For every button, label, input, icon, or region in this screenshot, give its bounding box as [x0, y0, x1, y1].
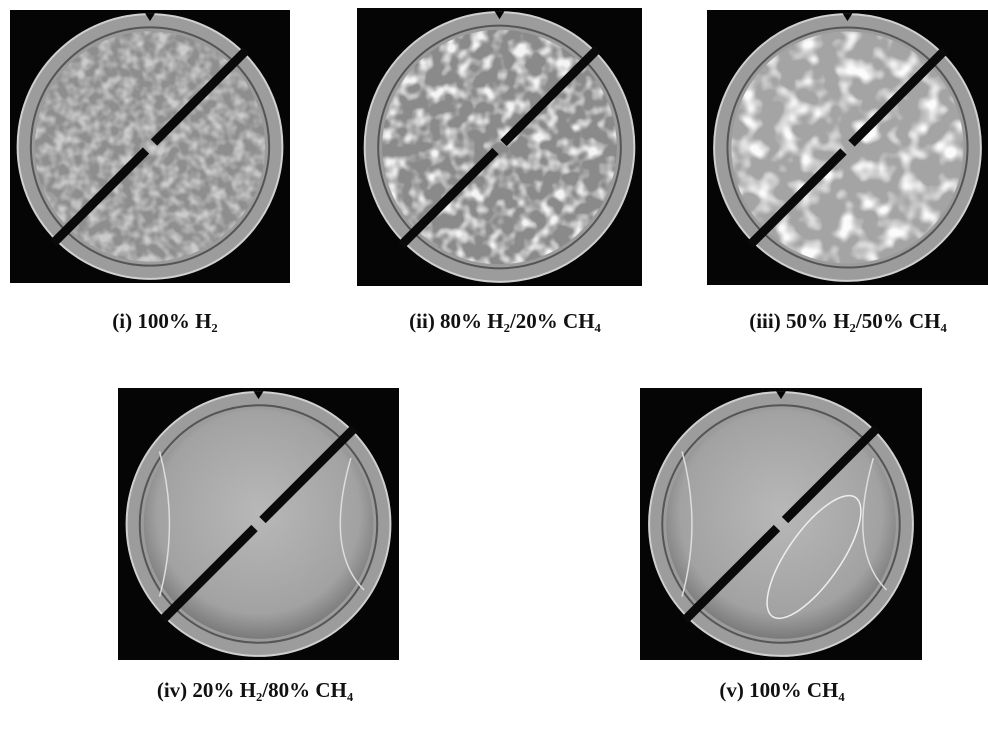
caption: (v) 100% CH₄: [719, 678, 845, 702]
panels: [10, 8, 988, 660]
photo: [10, 10, 290, 283]
caption: (ii) 80% H₂/20% CH₄: [409, 309, 601, 333]
photo: [640, 388, 922, 660]
caption: (iv) 20% H₂/80% CH₄: [157, 678, 354, 702]
caption: (iii) 50% H₂/50% CH₄: [749, 309, 947, 333]
figure: (i) 100% H₂ (ii) 80% H₂/20% CH₄ (iii) 50…: [0, 0, 988, 731]
photo: [118, 388, 399, 660]
photo: [357, 8, 642, 286]
caption: (i) 100% H₂: [112, 309, 217, 333]
photo: [707, 10, 988, 285]
